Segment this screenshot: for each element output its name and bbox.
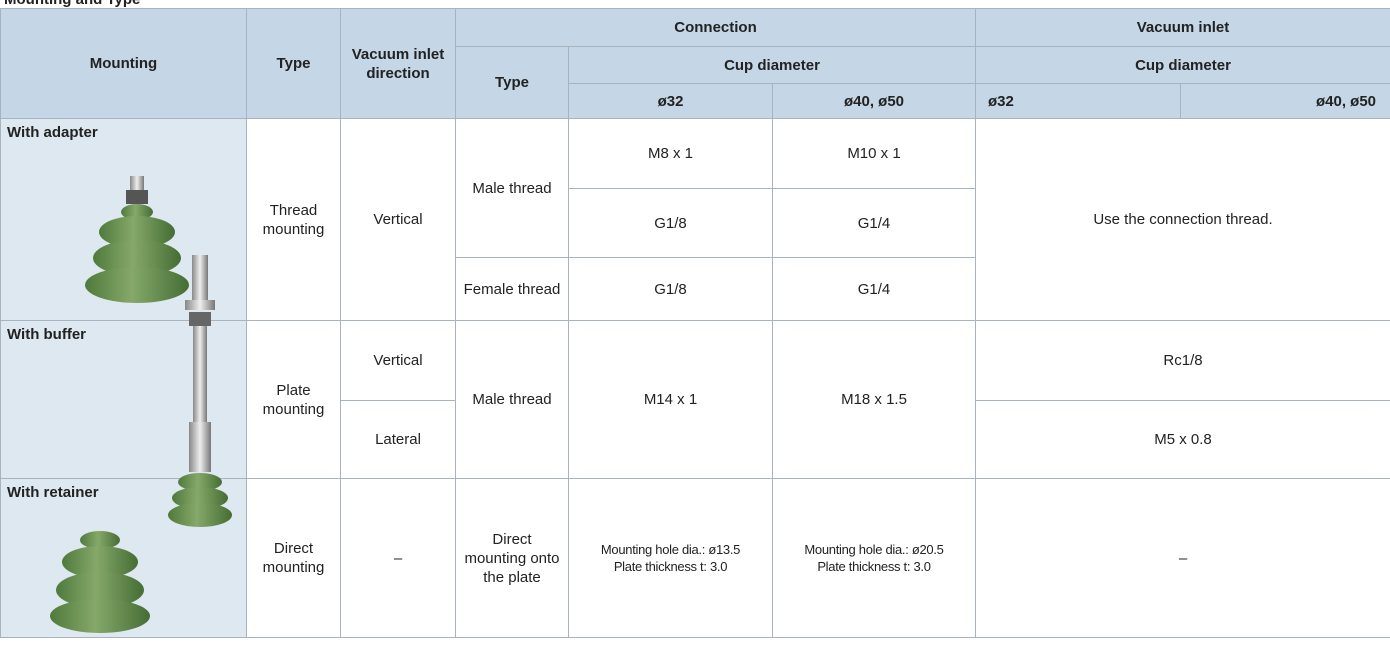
cell: M8 x 1 — [568, 118, 773, 189]
cell: M10 x 1 — [772, 118, 976, 189]
header-cell: ø40, ø50 — [772, 83, 976, 119]
cell: Mounting hole dia.: ø13.5 Plate thickness… — [568, 478, 773, 638]
header-cell: Mounting — [0, 8, 247, 119]
header-cell: Cup diameter — [568, 46, 976, 84]
cell: Thread mounting — [246, 118, 341, 321]
page-title: Mounting and Type — [4, 0, 140, 8]
cell-line: Mounting hole dia.: ø13.5 — [600, 542, 741, 557]
cell: G1/8 — [568, 257, 773, 321]
header-cell: Type — [246, 8, 341, 119]
cell: G1/8 — [568, 188, 773, 258]
cell: Male thread — [455, 118, 569, 258]
mounting-cell: With buffer — [0, 320, 247, 479]
cell: Direct mounting — [246, 478, 341, 638]
cell: Vertical — [340, 118, 456, 321]
cell: Direct mounting onto the plate — [455, 478, 569, 638]
cell: Vertical — [340, 320, 456, 401]
cell: Rc1/8 — [975, 320, 1390, 401]
spec-table: Mounting Type Vacuum inlet direction Con… — [0, 8, 1390, 638]
cell: M5 x 0.8 — [975, 400, 1390, 479]
header-cell: Connection — [455, 8, 976, 47]
cell: M18 x 1.5 — [772, 320, 976, 479]
cell-line: Plate thickness t: 3.0 — [613, 559, 728, 574]
header-cell: Vacuum inlet — [975, 8, 1390, 47]
cell: Male thread — [455, 320, 569, 479]
cell: G1/4 — [772, 257, 976, 321]
cell-line: Mounting hole dia.: ø20.5 — [804, 542, 944, 557]
cell: Use the connection thread. — [975, 118, 1390, 321]
header-cell: Vacuum inlet direction — [340, 8, 456, 119]
mounting-cell: With adapter — [0, 118, 247, 321]
header-cell: ø40, ø50 — [1180, 83, 1390, 119]
cell: – — [340, 478, 456, 638]
cell: Lateral — [340, 400, 456, 479]
header-cell: ø32 — [568, 83, 773, 119]
cell: Female thread — [455, 257, 569, 321]
cell: G1/4 — [772, 188, 976, 258]
header-cell: Cup diameter — [975, 46, 1390, 84]
cell: Plate mounting — [246, 320, 341, 479]
header-cell: Type — [455, 46, 569, 119]
mounting-cell: With retainer — [0, 478, 247, 638]
cell: M14 x 1 — [568, 320, 773, 479]
cell: Mounting hole dia.: ø20.5 Plate thickness… — [772, 478, 976, 638]
cell-line: Plate thickness t: 3.0 — [817, 559, 931, 574]
header-cell: ø32 — [975, 83, 1181, 119]
cell: – — [975, 478, 1390, 638]
